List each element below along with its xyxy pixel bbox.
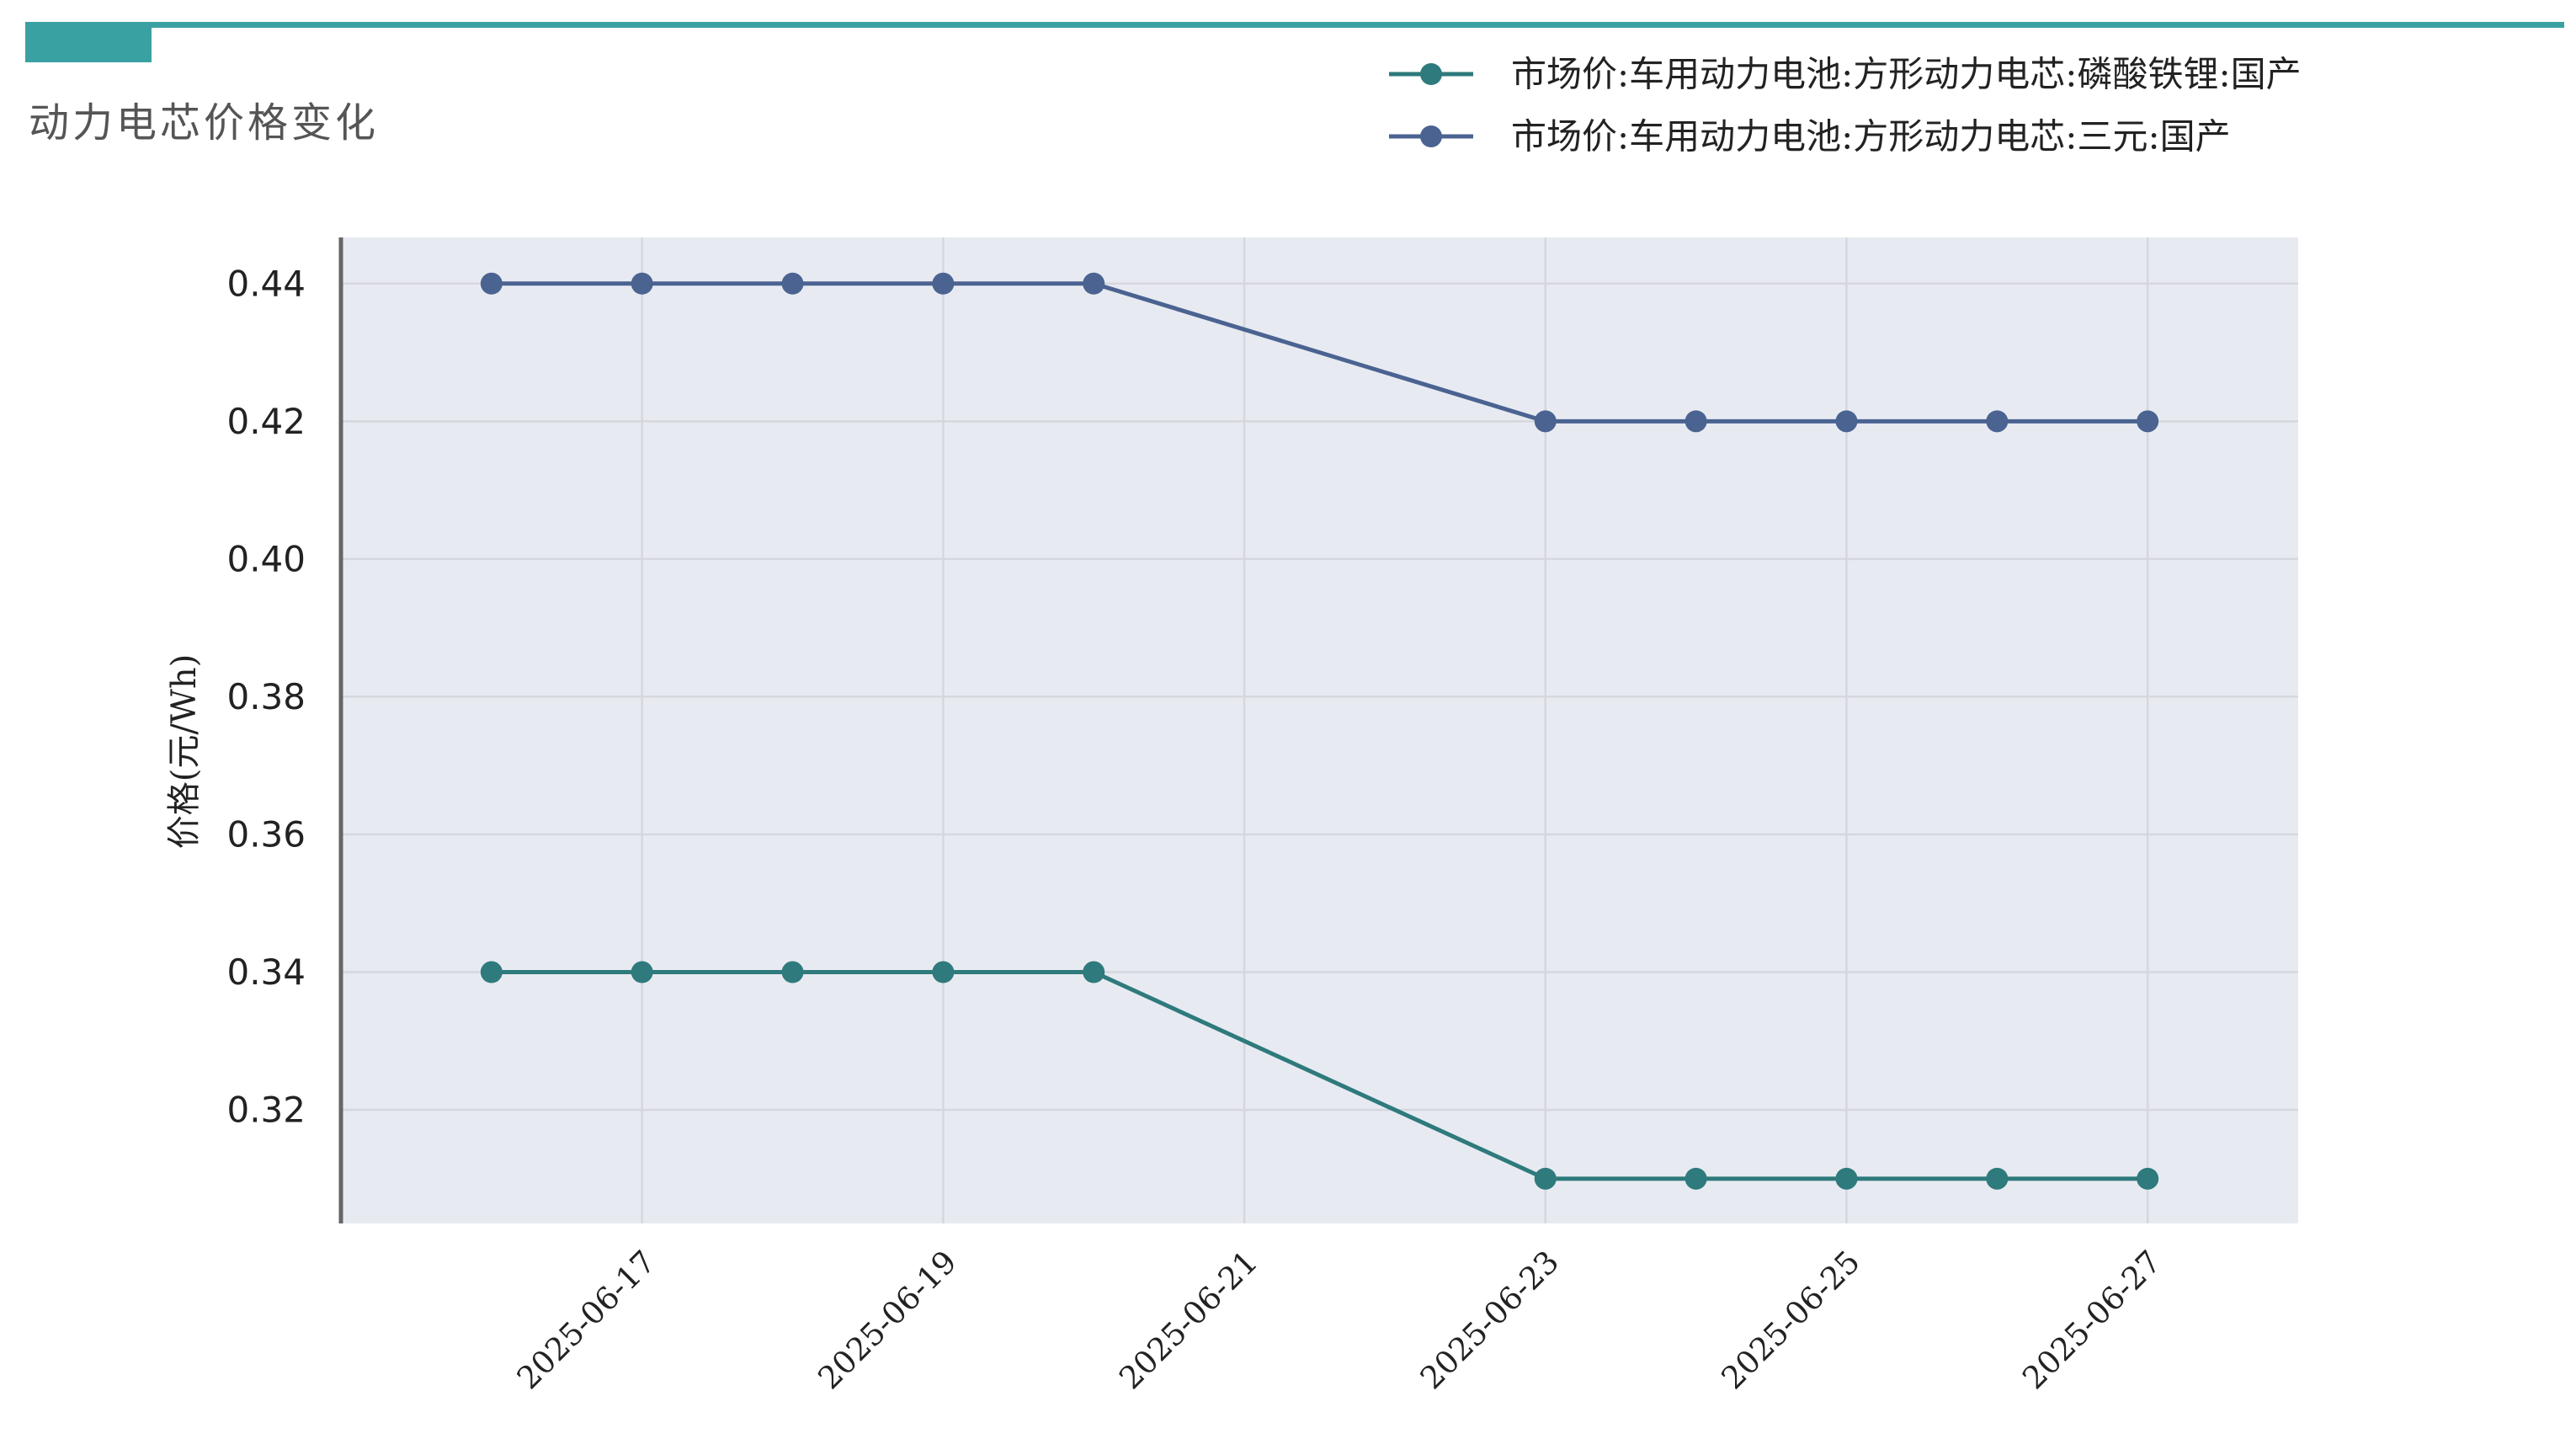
data-point bbox=[1534, 410, 1557, 433]
series-1 bbox=[480, 961, 2159, 1190]
data-point bbox=[1986, 1167, 2009, 1190]
legend-label: 市场价:车用动力电池:方形动力电芯:磷酸铁锂:国产 bbox=[1511, 54, 2302, 95]
x-tick-label: 2025-06-23 bbox=[1413, 1244, 1566, 1396]
data-point bbox=[1083, 272, 1105, 295]
x-tick-label: 2025-06-17 bbox=[510, 1244, 663, 1396]
data-point bbox=[1986, 410, 2009, 433]
data-point bbox=[781, 272, 804, 295]
y-tick-label: 0.32 bbox=[226, 1090, 306, 1131]
data-point bbox=[1835, 1167, 1858, 1190]
legend-marker bbox=[1420, 125, 1442, 147]
data-point bbox=[1685, 410, 1707, 433]
legend-label: 市场价:车用动力电池:方形动力电芯:三元:国产 bbox=[1511, 116, 2231, 157]
data-point bbox=[631, 272, 653, 295]
grid-lines bbox=[341, 237, 2298, 1223]
legend-item-2: 市场价:车用动力电池:方形动力电芯:三元:国产 bbox=[1389, 116, 2231, 157]
data-point bbox=[932, 272, 955, 295]
x-tick-labels: 2025-06-17 2025-06-19 2025-06-21 2025-06-23… bbox=[510, 1244, 2169, 1396]
x-tick-label: 2025-06-21 bbox=[1112, 1244, 1264, 1396]
x-tick-label: 2025-06-25 bbox=[1715, 1244, 1867, 1396]
y-tick-label: 0.42 bbox=[226, 401, 306, 442]
legend-marker bbox=[1420, 63, 1442, 85]
data-point bbox=[932, 961, 955, 983]
y-tick-labels: 0.32 0.34 0.36 0.38 0.40 0.42 0.44 bbox=[226, 263, 306, 1130]
series-line bbox=[491, 970, 2148, 1181]
y-tick-label: 0.44 bbox=[226, 263, 306, 304]
x-tick-label: 2025-06-27 bbox=[2015, 1244, 2168, 1396]
series-layer bbox=[480, 272, 2159, 1190]
legend-item-1: 市场价:车用动力电池:方形动力电芯:磷酸铁锂:国产 bbox=[1389, 54, 2302, 95]
chart-title: 动力电芯价格变化 bbox=[29, 99, 380, 147]
data-point bbox=[781, 961, 804, 983]
series-line bbox=[491, 281, 2148, 424]
data-point bbox=[480, 961, 503, 983]
data-point bbox=[2137, 410, 2159, 433]
legend: 市场价:车用动力电池:方形动力电芯:磷酸铁锂:国产市场价:车用动力电池:方形动力… bbox=[1389, 54, 2302, 157]
plot-background bbox=[341, 237, 2298, 1223]
y-axis-label: 价格(元/Wh) bbox=[165, 654, 204, 850]
header-accent-tab bbox=[25, 22, 152, 62]
data-point bbox=[1685, 1167, 1707, 1190]
series-2 bbox=[480, 272, 2159, 433]
data-point bbox=[2137, 1167, 2159, 1190]
y-tick-label: 0.36 bbox=[226, 813, 306, 855]
header-accent-line bbox=[25, 22, 2564, 28]
data-point bbox=[1534, 1167, 1557, 1190]
x-tick-label: 2025-06-19 bbox=[811, 1244, 963, 1396]
y-tick-label: 0.38 bbox=[226, 676, 306, 717]
data-point bbox=[631, 961, 653, 983]
y-tick-label: 0.34 bbox=[226, 951, 306, 993]
data-point bbox=[1835, 410, 1858, 433]
y-tick-label: 0.40 bbox=[226, 538, 306, 579]
data-point bbox=[1083, 961, 1105, 983]
data-point bbox=[480, 272, 503, 295]
